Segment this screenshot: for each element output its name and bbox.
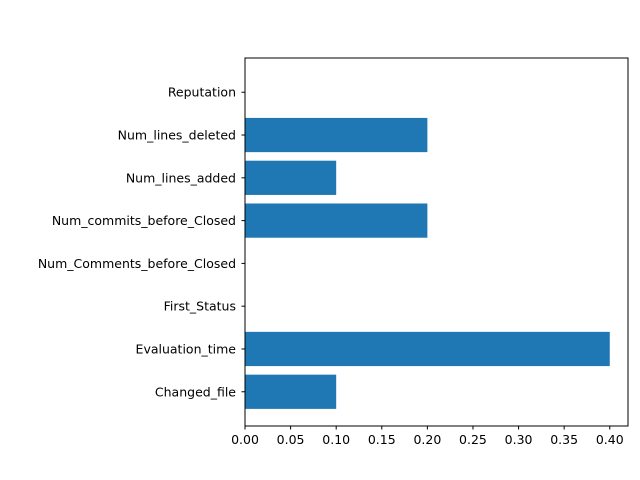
- y-tick-label: First_Status: [164, 299, 236, 314]
- x-axis: 0.00 0.05 0.10 0.15 0.20 0.25 0.30 0.35 0.40: [231, 426, 624, 447]
- bar-num-lines-added: [245, 160, 337, 195]
- y-tick-label: Num_Comments_before_Closed: [38, 256, 236, 271]
- x-tick-label: 0.30: [505, 432, 533, 447]
- x-tick-label: 0.15: [368, 432, 396, 447]
- y-tick-label: Num_lines_deleted: [118, 128, 236, 143]
- bar-num-commits-before-closed: [245, 203, 428, 238]
- bar-evaluation-time: [245, 331, 610, 367]
- x-tick-label: 0.10: [322, 432, 350, 447]
- y-tick-label: Num_commits_before_Closed: [52, 213, 236, 228]
- bar-changed-file: [245, 374, 337, 409]
- y-tick-label: Changed_file: [155, 384, 236, 399]
- bars-group: [245, 117, 610, 409]
- x-tick-label: 0.25: [459, 432, 487, 447]
- bar-num-lines-deleted: [245, 117, 428, 153]
- y-axis: Changed_file Evaluation_time First_Status N…: [38, 85, 245, 399]
- x-tick-label: 0.05: [277, 432, 305, 447]
- y-tick-label: Evaluation_time: [136, 341, 237, 356]
- plot-frame: [244, 57, 629, 427]
- x-tick-label: 0.40: [596, 432, 624, 447]
- x-tick-label: 0.20: [413, 432, 441, 447]
- y-tick-label: Reputation: [168, 85, 236, 100]
- x-tick-label: 0.00: [231, 432, 259, 447]
- x-tick-label: 0.35: [550, 432, 578, 447]
- y-tick-label: Num_lines_added: [126, 170, 236, 185]
